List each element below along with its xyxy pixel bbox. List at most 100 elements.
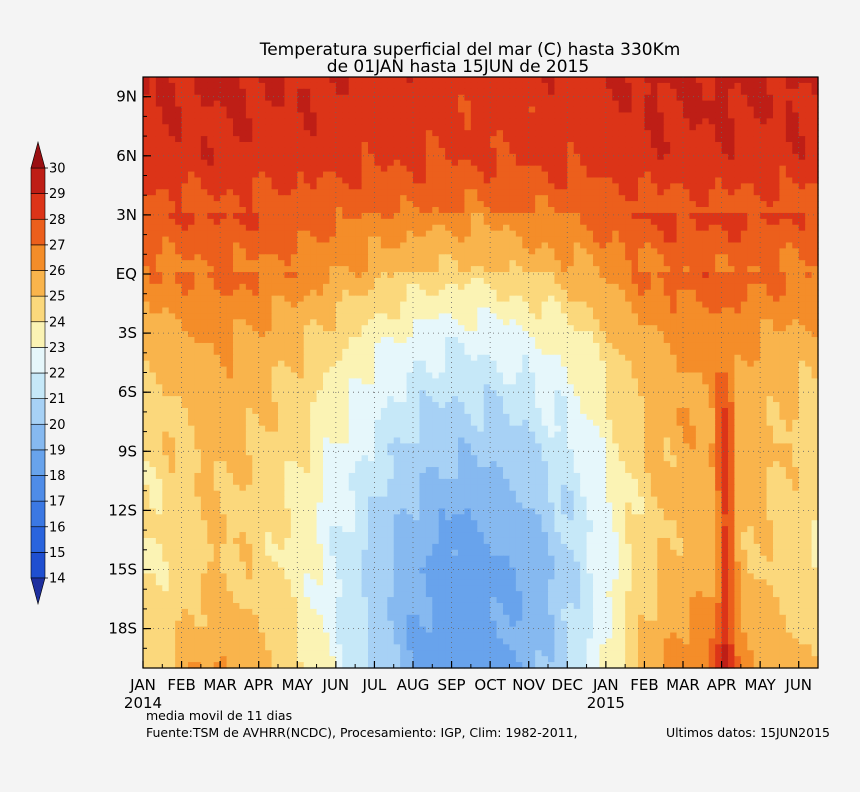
heat-cell [297, 331, 305, 338]
heat-cell [432, 342, 440, 350]
heat-cell [149, 354, 157, 362]
heat-cell [470, 201, 478, 208]
heat-cell [663, 277, 671, 285]
heat-cell [747, 118, 755, 125]
heat-cell [355, 348, 363, 356]
heat-cell [464, 77, 472, 84]
heat-cell [168, 289, 176, 297]
heat-cell [252, 183, 260, 190]
heat-cell [644, 94, 652, 102]
heat-cell [560, 212, 568, 220]
heat-cell [213, 331, 221, 338]
heat-cell [310, 112, 318, 119]
heat-cell [695, 195, 703, 202]
heat-cell [425, 100, 433, 108]
heat-cell [586, 325, 594, 332]
heat-cell [535, 272, 543, 279]
heat-cell [387, 88, 395, 96]
heat-cell [149, 325, 157, 332]
heat-cell [676, 82, 684, 90]
heat-cell [515, 189, 523, 196]
heat-cell [278, 272, 286, 279]
heat-cell [406, 147, 414, 155]
heat-cell [213, 201, 221, 208]
heat-cell [458, 195, 466, 202]
heat-cell [445, 130, 453, 137]
heat-cell [689, 189, 697, 196]
heat-cell [194, 319, 202, 326]
heat-cell [567, 283, 575, 291]
heat-cell [683, 201, 691, 208]
heat-cell [721, 100, 729, 108]
heat-cell [188, 112, 196, 119]
heat-cell [387, 218, 395, 226]
heat-cell [573, 337, 581, 344]
heat-cell [734, 153, 742, 161]
heat-cell [548, 147, 556, 155]
heat-cell [387, 82, 395, 90]
heat-cell [265, 295, 273, 303]
heat-cell [554, 212, 562, 220]
heat-cell [168, 94, 176, 102]
heat-cell [149, 212, 157, 220]
heat-cell [753, 201, 761, 208]
heat-cell [792, 224, 800, 232]
heat-cell [329, 230, 337, 238]
heat-cell [284, 342, 292, 350]
heat-cell [650, 82, 658, 90]
heat-cell [233, 313, 241, 320]
heat-cell [779, 142, 787, 149]
heat-cell [734, 260, 742, 267]
heat-cell [342, 218, 350, 226]
heat-cell [548, 130, 556, 137]
heat-cell [175, 301, 183, 309]
heat-cell [805, 331, 813, 338]
heat-cell [605, 289, 613, 297]
heat-cell [612, 331, 620, 338]
heat-cell [316, 272, 324, 279]
heat-cell [734, 319, 742, 326]
heat-cell [323, 195, 331, 202]
heat-cell [470, 106, 478, 114]
heat-cell [188, 236, 196, 244]
heat-cell [207, 177, 215, 184]
heat-cell [625, 248, 633, 255]
heat-cell [573, 307, 581, 314]
heat-cell [342, 207, 350, 214]
heat-cell [374, 195, 382, 202]
heat-cell [245, 100, 253, 108]
heat-cell [760, 212, 768, 220]
heat-cell [702, 142, 710, 149]
heat-cell [503, 112, 511, 119]
heat-cell [798, 248, 806, 255]
heat-cell [387, 307, 395, 314]
heat-cell [805, 159, 813, 167]
heat-cell [335, 325, 343, 332]
heat-cell [380, 254, 388, 261]
heat-cell [252, 88, 260, 96]
heat-cell [605, 165, 613, 173]
heat-cell [535, 277, 543, 285]
heat-cell [297, 201, 305, 208]
heat-cell [432, 100, 440, 108]
heat-cell [342, 124, 350, 131]
heat-cell [458, 248, 466, 255]
heat-cell [503, 118, 511, 125]
heat-cell [162, 153, 170, 161]
heat-cell [695, 325, 703, 332]
heat-cell [650, 118, 658, 125]
heat-cell [303, 195, 311, 202]
heat-cell [779, 266, 787, 273]
heat-cell [348, 195, 356, 202]
heat-cell [335, 283, 343, 291]
heat-cell [303, 313, 311, 320]
heat-cell [605, 266, 613, 273]
heat-cell [490, 136, 498, 143]
heat-cell [715, 124, 723, 131]
heat-cell [207, 100, 215, 108]
heat-cell [573, 289, 581, 297]
heat-cell [618, 212, 626, 220]
heat-cell [233, 295, 241, 303]
heat-cell [380, 147, 388, 155]
heat-cell [168, 112, 176, 119]
